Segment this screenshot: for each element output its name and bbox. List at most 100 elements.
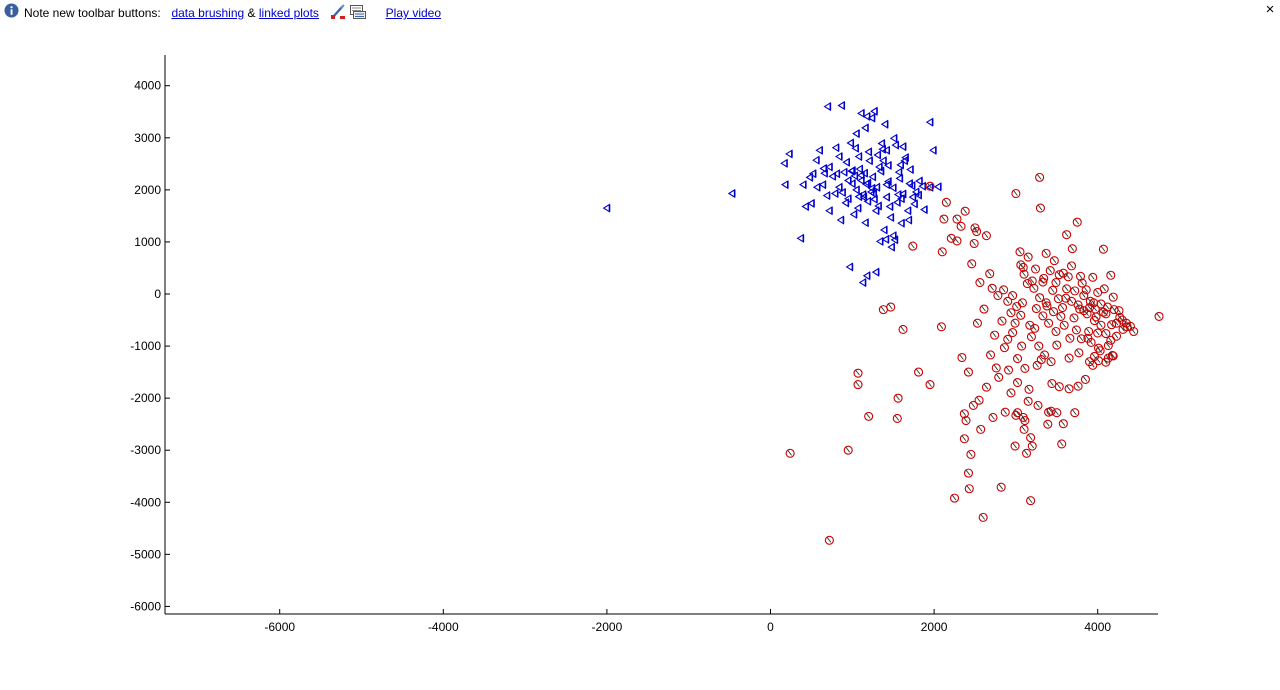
data-point-stroke: [1035, 342, 1041, 349]
data-point-stroke: [972, 224, 977, 231]
data-point-stroke: [1019, 299, 1025, 306]
data-point: [1095, 346, 1105, 356]
data-point: [857, 175, 865, 186]
data-point-stroke: [887, 303, 893, 310]
data-point-stroke: [980, 513, 986, 520]
data-point-stroke: [1066, 385, 1071, 392]
data-point: [1020, 363, 1030, 374]
y-tick-label: -2000: [130, 391, 161, 405]
x-tick-label: -2000: [592, 620, 623, 634]
data-point: [966, 449, 976, 459]
data-point: [997, 316, 1007, 326]
data-brushing-link[interactable]: data brushing: [171, 6, 245, 20]
data-point-stroke: [1091, 353, 1097, 359]
data-point-stroke: [1009, 329, 1015, 335]
data-point-stroke: [968, 450, 973, 457]
data-point-stroke: [977, 425, 983, 432]
data-point-stroke: [1063, 285, 1069, 292]
x-tick-label: 0: [767, 620, 774, 634]
data-point: [1086, 337, 1096, 347]
data-point: [1031, 304, 1041, 314]
data-point: [796, 233, 804, 243]
linked-plots-link[interactable]: linked plots: [258, 6, 319, 20]
y-tick-label: -1000: [130, 339, 161, 353]
data-point-stroke: [1044, 302, 1049, 309]
data-point: [1019, 269, 1029, 279]
y-tick-label: 3000: [134, 131, 161, 145]
data-point-stroke: [1050, 308, 1056, 314]
play-video-link[interactable]: Play video: [385, 6, 442, 20]
data-point-stroke: [1110, 293, 1116, 300]
data-point: [819, 163, 827, 174]
data-point: [920, 205, 928, 215]
data-point: [1027, 276, 1037, 286]
data-point: [873, 150, 881, 160]
data-point: [999, 285, 1009, 295]
data-point: [1017, 341, 1027, 351]
data-point-stroke: [1100, 245, 1106, 252]
data-point: [1052, 408, 1062, 418]
data-point: [1057, 302, 1068, 313]
data-point: [780, 158, 788, 168]
data-point: [1010, 318, 1020, 328]
data-point: [985, 269, 995, 279]
data-point: [1067, 244, 1077, 254]
data-point-stroke: [1086, 304, 1092, 310]
data-point: [886, 212, 894, 223]
data-point-stroke: [1071, 287, 1077, 294]
data-point: [1016, 310, 1026, 320]
data-point: [941, 197, 951, 207]
data-point: [1101, 329, 1111, 339]
data-point: [1033, 400, 1043, 410]
y-tick-label: -5000: [130, 547, 161, 561]
data-point-stroke: [965, 368, 971, 375]
data-point: [849, 209, 858, 219]
data-point: [862, 271, 871, 281]
data-point: [1090, 304, 1100, 314]
brush-icon[interactable]: [330, 4, 346, 20]
data-point-stroke: [1062, 294, 1068, 301]
data-point: [812, 155, 820, 165]
data-point: [994, 372, 1004, 382]
linked-plots-icon[interactable]: [349, 4, 367, 20]
data-point: [1043, 419, 1053, 429]
data-point-stroke: [1049, 286, 1055, 293]
data-point-stroke: [1073, 326, 1079, 333]
data-point: [897, 218, 905, 228]
data-point: [1115, 312, 1125, 322]
data-point: [815, 145, 823, 155]
x-tick-label: 2000: [921, 620, 948, 634]
data-point-stroke: [1014, 355, 1020, 361]
data-point-stroke: [845, 446, 851, 453]
data-point: [1072, 217, 1082, 227]
data-point: [832, 169, 840, 179]
data-point: [1058, 419, 1068, 429]
data-point: [1107, 350, 1117, 360]
data-point: [959, 434, 969, 444]
data-point-stroke: [1061, 321, 1067, 328]
data-point: [963, 367, 974, 377]
data-point-stroke: [1045, 319, 1051, 326]
data-point-stroke: [1103, 358, 1108, 365]
data-point: [1054, 382, 1064, 392]
data-point: [825, 206, 833, 216]
data-point: [1051, 277, 1061, 288]
data-point-stroke: [894, 414, 900, 421]
data-point: [1107, 320, 1117, 330]
data-point-stroke: [1048, 358, 1053, 364]
data-point: [861, 218, 869, 228]
data-point: [830, 188, 839, 199]
data-point-stroke: [1031, 284, 1036, 291]
data-point-stroke: [1094, 288, 1100, 295]
data-point: [805, 172, 813, 182]
data-point: [1035, 203, 1045, 213]
data-point: [853, 368, 863, 378]
data-point-stroke: [1113, 319, 1119, 326]
data-point-stroke: [1107, 336, 1113, 343]
x-tick-label: -6000: [264, 620, 295, 634]
close-button[interactable]: ×: [1265, 1, 1275, 18]
data-point: [904, 215, 912, 225]
data-point: [1048, 307, 1059, 317]
data-point: [834, 151, 843, 162]
data-point-stroke: [1074, 218, 1080, 225]
